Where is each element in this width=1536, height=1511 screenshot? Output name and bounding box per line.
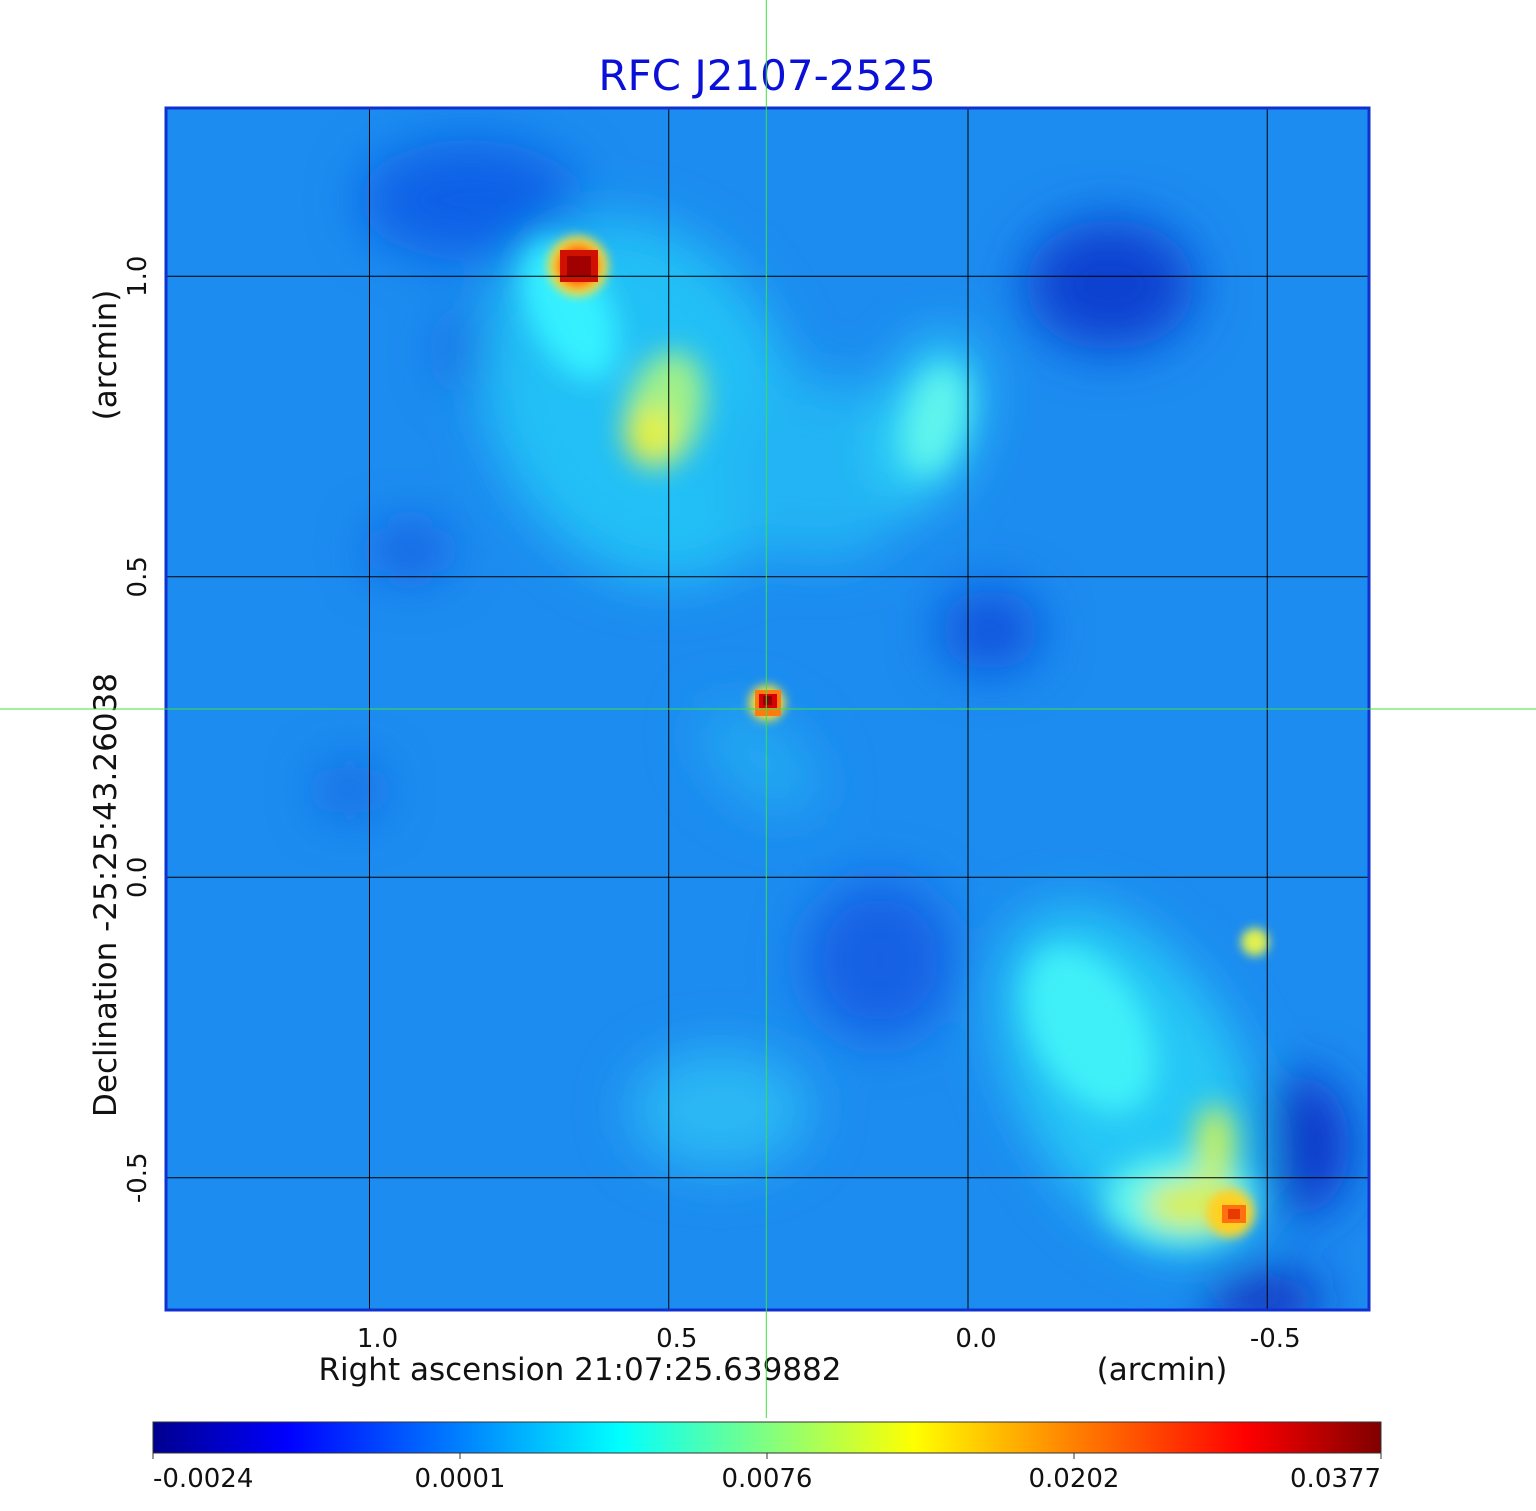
y-axis-label: Declination -25:25:43.26038: [88, 673, 124, 1117]
x-tick-label: 1.0: [357, 1324, 398, 1354]
y-tick-label: -0.5: [123, 1152, 153, 1203]
colorbar-tick-label: 0.0377: [1290, 1464, 1381, 1494]
colorbar-tick-label: -0.0024: [153, 1464, 253, 1494]
x-tick-label: 0.0: [955, 1324, 996, 1354]
colorbar-tick-labels: -0.0024 0.0001 0.0076 0.0202 0.0377: [152, 1453, 1382, 1494]
heatmap-image: [166, 108, 1369, 1310]
y-tick-label: 0.0: [123, 857, 153, 898]
colorbar: [152, 1421, 1382, 1454]
colorbar-tick-label: 0.0202: [1029, 1464, 1120, 1494]
x-axis-label: Right ascension 21:07:25.639882: [318, 1352, 841, 1388]
x-tick-label: 0.5: [656, 1324, 697, 1354]
crosshair: [0, 0, 1536, 1418]
y-axis-unit: (arcmin): [88, 290, 124, 421]
y-tick-labels: -0.5 0.0 0.5 1.0: [123, 256, 153, 1204]
chart-title: RFC J2107-2525: [598, 51, 935, 100]
x-tick-label: -0.5: [1250, 1324, 1301, 1354]
colorbar-tick-label: 0.0001: [415, 1464, 506, 1494]
y-tick-label: 1.0: [123, 256, 153, 297]
x-tick-labels: 1.0 0.5 0.0 -0.5: [357, 1324, 1301, 1354]
colorbar-tick-label: 0.0076: [722, 1464, 813, 1494]
y-tick-label: 0.5: [123, 556, 153, 597]
x-axis-unit: (arcmin): [1097, 1352, 1228, 1388]
